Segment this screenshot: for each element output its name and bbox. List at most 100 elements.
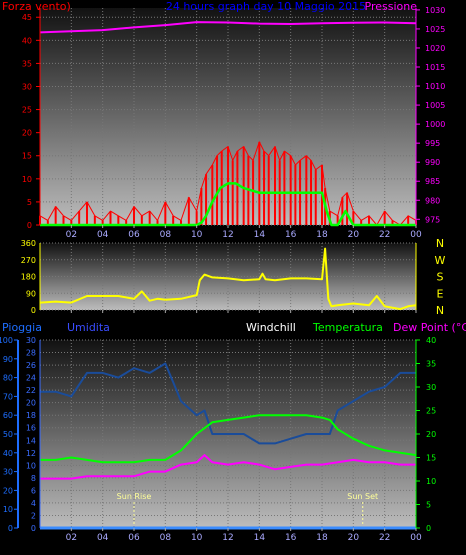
humidity-tick-label: 20: [26, 399, 36, 408]
temp-tick-label: 10: [426, 477, 436, 486]
pressure-tick-label: 990: [425, 158, 440, 167]
pressure-tick-label: 980: [425, 196, 440, 205]
wind-tick-label: 25: [22, 106, 32, 115]
direction-tick-label: 0: [31, 306, 36, 315]
temp-tick-label: 30: [426, 383, 436, 392]
temp-tick-label: 35: [426, 360, 436, 369]
pressure-tick-label: 995: [425, 139, 440, 148]
x-tick-label: 14: [254, 533, 266, 543]
x-tick-label: 16: [285, 533, 297, 543]
compass-label: E: [437, 287, 444, 300]
humidity-tick-label: 30: [26, 336, 36, 345]
x-tick-label: 18: [316, 533, 328, 543]
rain-tick-label: 50: [3, 430, 13, 439]
wind-tick-label: 20: [22, 129, 32, 138]
temp-tick-label: 0: [426, 524, 431, 533]
compass-label: W: [435, 254, 446, 267]
pressure-line: [39, 21, 417, 34]
x-tick-label: 22: [379, 230, 390, 240]
compass-label: N: [436, 304, 444, 317]
x-tick-label: 22: [379, 533, 390, 543]
wind-tick-label: 5: [27, 198, 32, 207]
wind-tick-label: 15: [22, 152, 32, 161]
temp-tick-label: 25: [426, 407, 436, 416]
pressure-tick-label: 1020: [425, 44, 445, 53]
pressure-axis-label: Pressione: [365, 0, 418, 13]
rain-tick-label: 40: [3, 449, 13, 458]
pressure-tick-label: 1010: [425, 82, 445, 91]
temp-tick-label: 20: [426, 430, 436, 439]
humidity-tick-label: 2: [31, 511, 36, 520]
wind-tick-label: 0: [27, 221, 32, 230]
temp-tick-label: 40: [426, 336, 436, 345]
rain-tick-label: 10: [3, 505, 13, 514]
x-tick-label: 12: [222, 533, 233, 543]
wind-gust-line: [39, 141, 417, 226]
rain-tick-label: 100: [0, 336, 13, 345]
wind-tick-label: 30: [22, 82, 32, 91]
humidity-tick-label: 26: [26, 361, 36, 370]
compass-label: S: [437, 271, 444, 284]
humidity-tick-label: 4: [31, 499, 36, 508]
direction-line: [39, 247, 417, 311]
sunset-label: Sun Set: [347, 492, 378, 501]
x-tick-label: 04: [97, 533, 109, 543]
humidity-tick-label: 24: [26, 374, 36, 383]
x-tick-label: 02: [66, 533, 77, 543]
humidity-tick-label: 8: [31, 474, 36, 483]
humidity-axis-label: Umidita: [67, 321, 110, 334]
rain-axis-label: Pioggia: [2, 321, 42, 334]
humidity-tick-label: 12: [26, 449, 36, 458]
humidity-tick-label: 10: [26, 461, 36, 470]
humidity-tick-label: 22: [26, 386, 36, 395]
dewpoint-label: Dew Point (°C): [393, 321, 466, 334]
x-tick-label: 00: [410, 230, 422, 240]
wind-tick-label: 10: [22, 175, 32, 184]
humidity-tick-label: 16: [26, 424, 36, 433]
x-tick-label: 02: [66, 230, 77, 240]
x-tick-label: 10: [191, 533, 203, 543]
x-tick-label: 14: [254, 230, 266, 240]
humidity-tick-label: 18: [26, 411, 36, 420]
rain-tick-label: 0: [8, 524, 13, 533]
pressure-tick-label: 1015: [425, 63, 445, 72]
humidity-tick-label: 6: [31, 486, 36, 495]
rain-tick-label: 90: [3, 355, 13, 364]
x-tick-label: 12: [222, 230, 233, 240]
rain-tick-label: 70: [3, 392, 13, 401]
chart-title: 24 hours graph day 10 Maggio 2015: [166, 0, 366, 13]
x-tick-label: 04: [97, 230, 109, 240]
sunrise-label: Sun Rise: [117, 492, 152, 501]
x-tick-label: 18: [316, 230, 328, 240]
x-tick-label: 06: [128, 230, 140, 240]
x-tick-label: 20: [348, 230, 360, 240]
windchill-label: Windchill: [246, 321, 296, 334]
wind-avg-line: [40, 182, 416, 227]
wind-axis-label: Forza vento): [2, 0, 71, 13]
humidity-tick-label: 0: [31, 524, 36, 533]
rain-tick-label: 60: [3, 411, 13, 420]
x-tick-label: 20: [348, 533, 360, 543]
wind-tick-label: 40: [22, 36, 32, 45]
pressure-tick-label: 975: [425, 215, 440, 224]
direction-tick-label: 180: [21, 273, 36, 282]
temp-tick-label: 15: [426, 454, 436, 463]
rain-tick-label: 80: [3, 374, 13, 383]
temperature-label: Temperatura: [312, 321, 383, 334]
wind-tick-label: 45: [22, 13, 32, 22]
pressure-tick-label: 1030: [425, 6, 445, 15]
pressure-tick-label: 985: [425, 177, 440, 186]
wind-tick-label: 35: [22, 59, 32, 68]
temp-tick-label: 5: [426, 501, 431, 510]
x-tick-label: 06: [128, 533, 140, 543]
temperature-line: [40, 414, 417, 464]
x-tick-label: 00: [410, 533, 422, 543]
pressure-tick-label: 1025: [425, 25, 445, 34]
humidity-tick-label: 14: [26, 436, 36, 445]
x-tick-label: 08: [160, 533, 172, 543]
direction-tick-label: 90: [26, 289, 36, 298]
compass-label: N: [436, 237, 444, 250]
rain-tick-label: 30: [3, 468, 13, 477]
